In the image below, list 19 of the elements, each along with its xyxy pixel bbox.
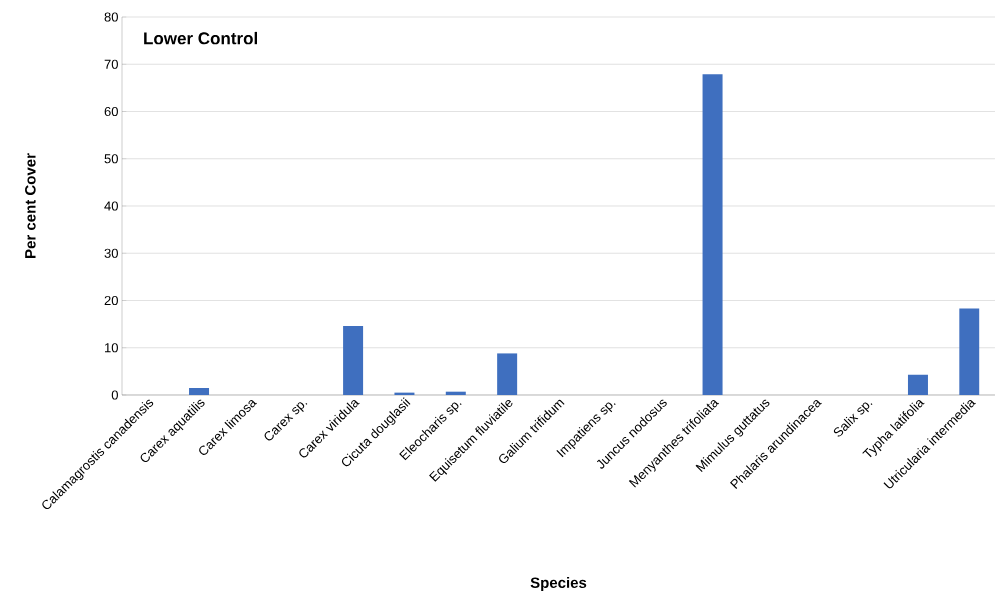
text: Lower Control <box>144 31 257 45</box>
bar <box>189 387 210 395</box>
x-axis-title: Species <box>530 576 587 591</box>
y-tick-label: 70 <box>104 59 118 69</box>
y-axis-title: Per cent Cover <box>25 153 36 258</box>
bar <box>959 308 980 395</box>
bar <box>907 374 928 395</box>
y-tick-label: 80 <box>104 12 118 22</box>
y-tick-label: 40 <box>104 201 118 211</box>
y-tick-label: 50 <box>104 154 118 164</box>
y-tick-label: 10 <box>105 343 118 353</box>
y-tick-label: 30 <box>104 248 118 258</box>
y-tick-label: 20 <box>104 295 118 306</box>
bar <box>702 74 723 395</box>
y-tick-label: 60 <box>104 106 118 117</box>
bar <box>343 326 364 395</box>
y-tick-label: 0 <box>111 390 118 400</box>
bar <box>445 391 466 395</box>
bar <box>497 353 518 395</box>
